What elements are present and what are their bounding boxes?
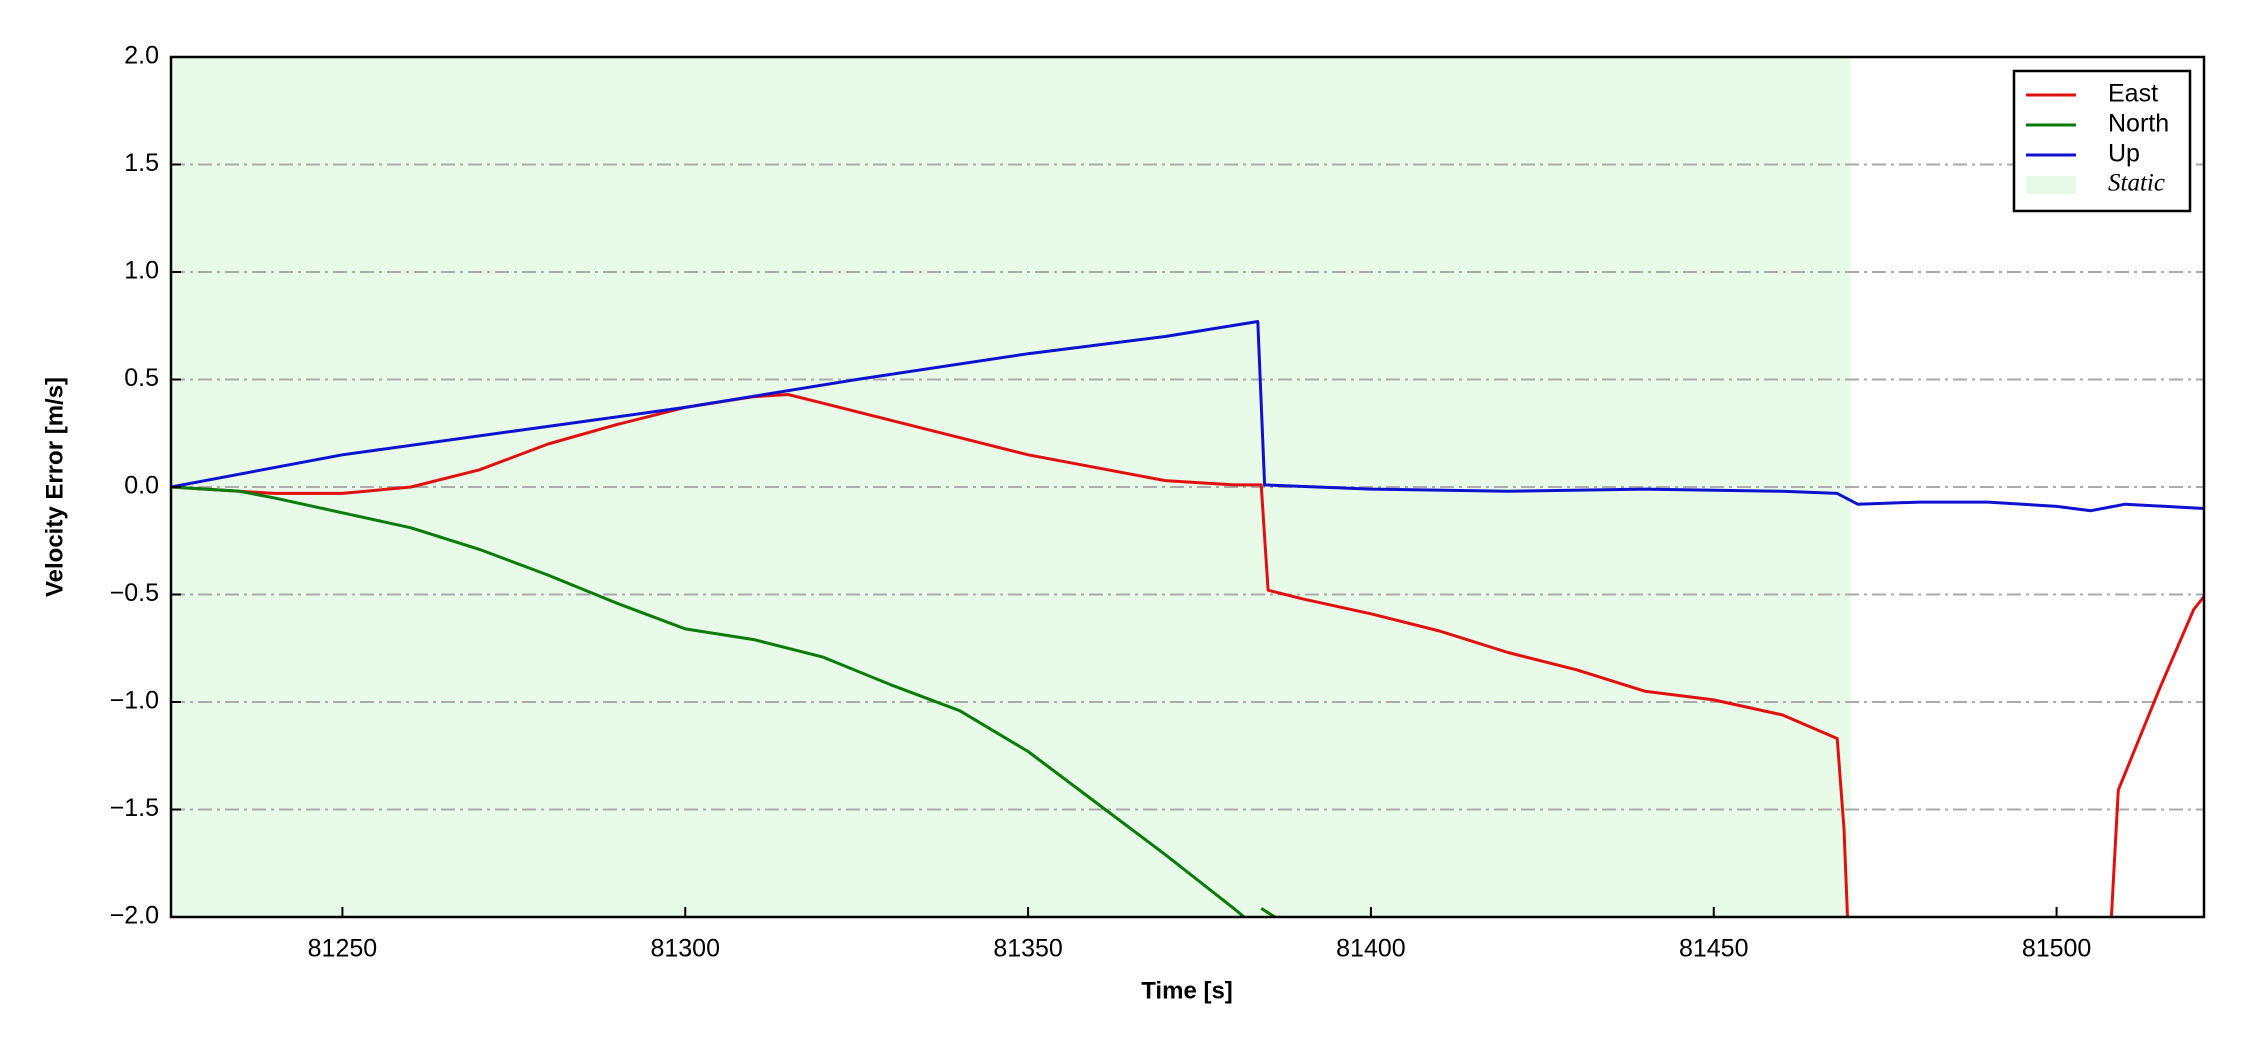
- plot-lines: [171, 320, 2204, 917]
- legend-label: Up: [2108, 140, 2140, 168]
- x-tick-label: 81500: [2022, 935, 2092, 963]
- x-tick-label: 81450: [1679, 935, 1749, 963]
- y-tick-label: 0.0: [124, 472, 159, 500]
- y-axis-label: Velocity Error [m/s]: [41, 377, 68, 597]
- y-tick-label: −0.5: [110, 579, 159, 607]
- legend-label: North: [2108, 110, 2169, 138]
- x-tick-label: 81300: [650, 935, 720, 963]
- x-axis-label: Time [s]: [1141, 977, 1233, 1004]
- y-tick-label: −1.5: [110, 794, 159, 822]
- series-line: [171, 485, 1276, 917]
- y-tick-label: −2.0: [110, 902, 159, 930]
- series-line: [171, 393, 2204, 917]
- y-tick-label: −1.0: [110, 687, 159, 715]
- legend-label: Static: [2108, 170, 2165, 197]
- legend-swatch: [2026, 176, 2076, 194]
- y-tick-label: 1.0: [124, 257, 159, 285]
- plot-background: [171, 56, 2204, 918]
- y-tick-label: 0.5: [124, 364, 159, 392]
- series-line: [171, 320, 2204, 513]
- y-tick-label: 1.5: [124, 149, 159, 177]
- y-tick-label: 2.0: [124, 42, 159, 70]
- x-tick-label: 81400: [1336, 935, 1406, 963]
- legend-label: East: [2108, 80, 2158, 108]
- x-tick-label: 81350: [993, 935, 1063, 963]
- x-tick-label: 81250: [308, 935, 378, 963]
